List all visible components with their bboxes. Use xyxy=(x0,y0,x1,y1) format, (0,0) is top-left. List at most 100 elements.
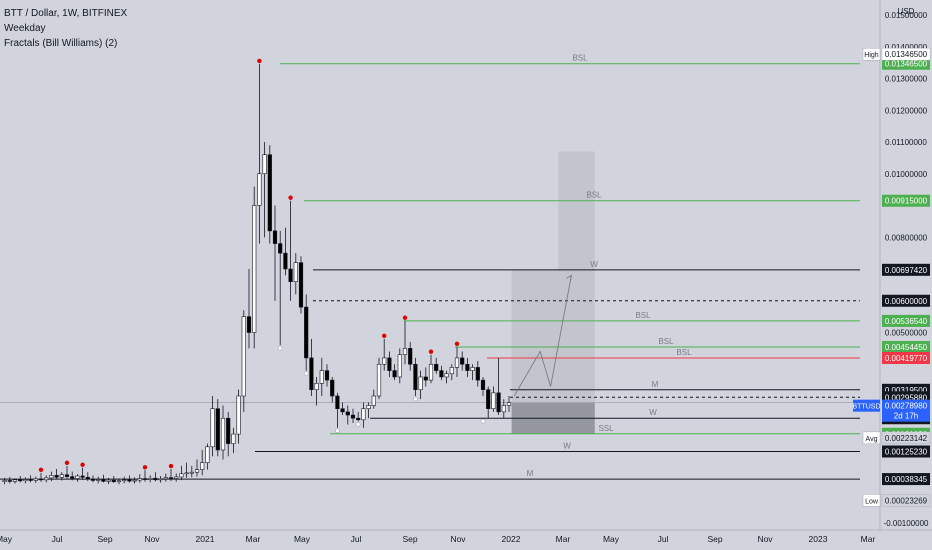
candle[interactable] xyxy=(402,348,408,356)
candle[interactable] xyxy=(127,479,132,482)
candle[interactable] xyxy=(408,348,413,365)
candle[interactable] xyxy=(382,357,387,365)
candle[interactable] xyxy=(257,173,262,206)
candle[interactable] xyxy=(153,477,158,481)
candle[interactable] xyxy=(75,475,80,479)
candle[interactable] xyxy=(220,417,226,451)
target-extension-box[interactable] xyxy=(558,151,595,270)
candle[interactable] xyxy=(163,477,168,480)
candle[interactable] xyxy=(376,363,382,397)
candle[interactable] xyxy=(392,370,397,378)
candle[interactable] xyxy=(59,474,64,478)
candle[interactable] xyxy=(241,316,246,397)
candle[interactable] xyxy=(449,367,454,375)
candle[interactable] xyxy=(205,446,210,463)
candle[interactable] xyxy=(480,379,486,390)
candle[interactable] xyxy=(330,379,335,397)
candle[interactable] xyxy=(194,469,200,473)
candle[interactable] xyxy=(246,316,252,333)
indicator-weekday[interactable]: Weekday xyxy=(4,23,46,34)
candle[interactable] xyxy=(262,154,267,175)
indicator-fractals[interactable]: Fractals (Bill Williams) (2) xyxy=(4,38,118,49)
candle[interactable] xyxy=(267,154,272,232)
candle[interactable] xyxy=(49,475,54,479)
candle[interactable] xyxy=(340,408,345,413)
price-tag[interactable] xyxy=(882,263,930,276)
candle[interactable] xyxy=(465,363,470,371)
candle[interactable] xyxy=(158,478,163,481)
candle[interactable] xyxy=(444,373,449,378)
candle[interactable] xyxy=(293,262,298,282)
price-tag[interactable] xyxy=(882,340,930,353)
candle[interactable] xyxy=(7,480,12,482)
candle[interactable] xyxy=(361,408,366,421)
candle[interactable] xyxy=(44,477,49,481)
candle[interactable] xyxy=(142,478,148,480)
candle[interactable] xyxy=(304,306,309,359)
candle[interactable] xyxy=(350,414,356,419)
candle[interactable] xyxy=(283,252,288,270)
candle[interactable] xyxy=(122,479,127,482)
avg-tag[interactable] xyxy=(881,431,931,445)
candle[interactable] xyxy=(423,376,428,381)
target-box[interactable] xyxy=(511,269,595,403)
candle[interactable] xyxy=(356,417,361,421)
candle[interactable] xyxy=(111,479,116,483)
candle[interactable] xyxy=(397,354,402,378)
candle[interactable] xyxy=(434,363,439,371)
candle[interactable] xyxy=(439,370,444,378)
price-tag[interactable] xyxy=(882,194,930,207)
candle[interactable] xyxy=(215,408,220,451)
candle[interactable] xyxy=(324,370,330,381)
high-tag[interactable] xyxy=(881,48,931,61)
candle[interactable] xyxy=(38,478,44,481)
candle[interactable] xyxy=(148,477,153,480)
candle[interactable] xyxy=(80,475,85,478)
candle[interactable] xyxy=(101,479,106,482)
projection-path[interactable] xyxy=(513,275,572,397)
price-tag[interactable] xyxy=(882,351,930,364)
candle[interactable] xyxy=(70,476,75,479)
candle[interactable] xyxy=(387,357,392,371)
candle[interactable] xyxy=(174,476,179,479)
price-tag[interactable] xyxy=(882,57,930,70)
candle[interactable] xyxy=(428,363,434,381)
candle[interactable] xyxy=(309,357,314,390)
candle[interactable] xyxy=(12,479,18,482)
candle[interactable] xyxy=(236,395,241,435)
candle[interactable] xyxy=(413,363,418,390)
candle[interactable] xyxy=(366,405,371,409)
candle[interactable] xyxy=(454,357,460,368)
candle[interactable] xyxy=(184,472,189,475)
price-tag[interactable] xyxy=(882,314,930,327)
candle[interactable] xyxy=(90,478,96,481)
candle[interactable] xyxy=(475,367,480,381)
candle[interactable] xyxy=(278,243,283,254)
symbol-title[interactable]: BTT / Dollar, 1W, BITFINEX xyxy=(4,8,128,19)
candle[interactable] xyxy=(371,395,376,406)
candle[interactable] xyxy=(314,382,319,390)
candle[interactable] xyxy=(496,392,501,413)
candle[interactable] xyxy=(506,402,512,406)
candle[interactable] xyxy=(335,395,340,409)
candle[interactable] xyxy=(319,370,324,384)
price-tag[interactable] xyxy=(882,473,930,486)
price-tag[interactable] xyxy=(882,445,930,458)
candle[interactable] xyxy=(470,367,475,371)
candle[interactable] xyxy=(460,357,465,365)
candle[interactable] xyxy=(226,417,231,444)
current-symbol-box[interactable] xyxy=(853,399,880,412)
candle[interactable] xyxy=(33,478,38,481)
candle[interactable] xyxy=(298,262,304,308)
candle[interactable] xyxy=(231,433,236,444)
candle[interactable] xyxy=(106,479,111,482)
candle[interactable] xyxy=(200,462,205,470)
candle[interactable] xyxy=(345,411,350,416)
candle[interactable] xyxy=(168,477,174,479)
low-tag[interactable] xyxy=(881,494,931,507)
candle[interactable] xyxy=(288,268,293,282)
candle[interactable] xyxy=(137,478,142,481)
candle[interactable] xyxy=(418,376,423,390)
